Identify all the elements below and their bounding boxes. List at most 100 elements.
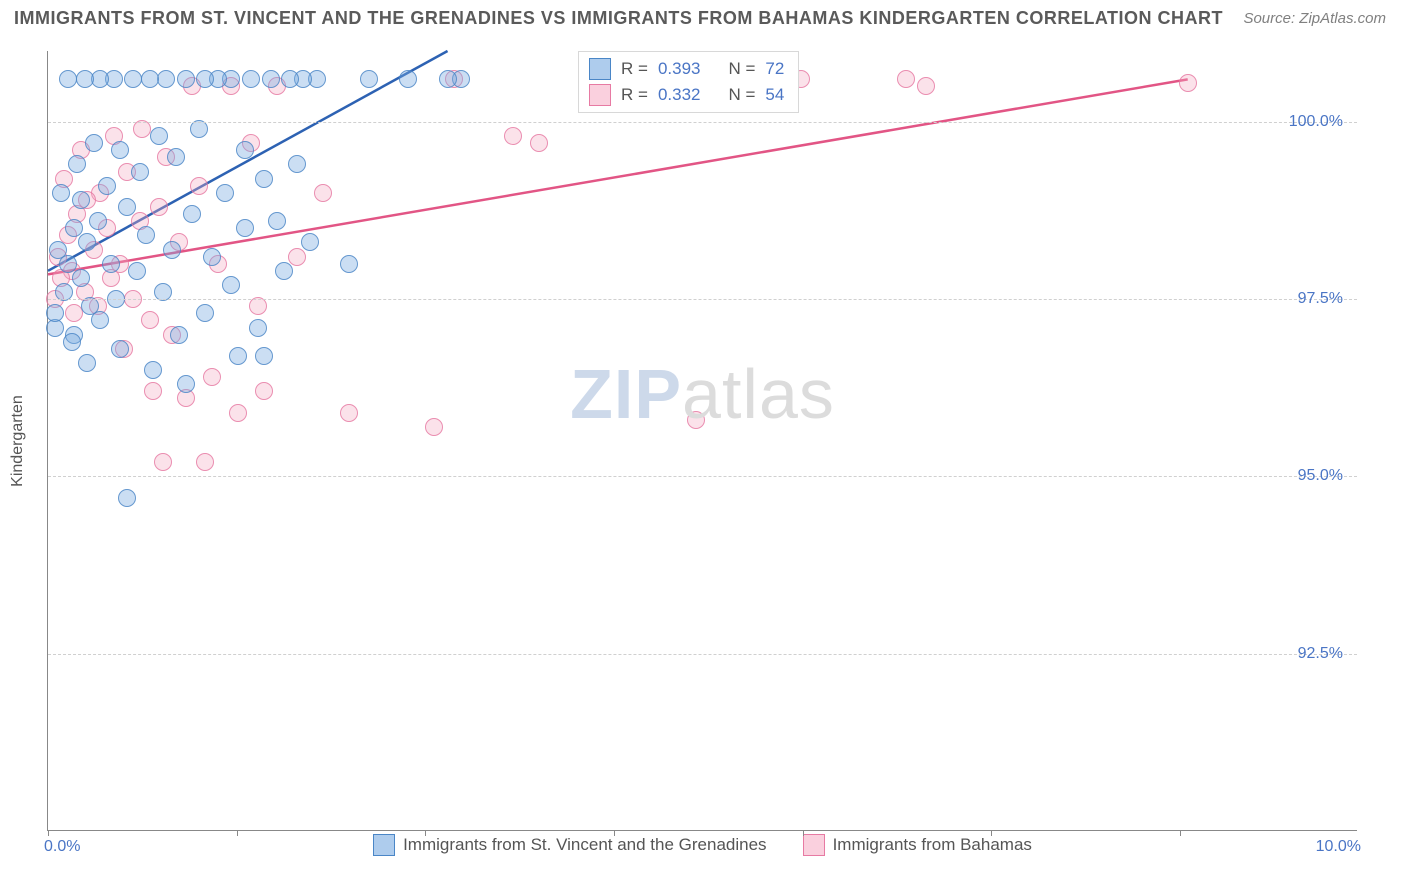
data-point — [340, 255, 358, 273]
data-point — [203, 368, 221, 386]
data-point — [196, 453, 214, 471]
data-point — [196, 70, 214, 88]
data-point — [229, 347, 247, 365]
data-point — [216, 184, 234, 202]
r-value-pink: 0.332 — [658, 85, 701, 105]
data-point — [150, 127, 168, 145]
data-point — [275, 262, 293, 280]
data-point — [360, 70, 378, 88]
data-point — [262, 70, 280, 88]
grid-line — [48, 299, 1357, 300]
r-label: R = — [621, 85, 648, 105]
n-label: N = — [728, 85, 755, 105]
data-point — [268, 212, 286, 230]
swatch-blue-icon — [589, 58, 611, 80]
data-point — [190, 177, 208, 195]
data-point — [157, 70, 175, 88]
data-point — [124, 70, 142, 88]
n-value-pink: 54 — [765, 85, 784, 105]
data-point — [144, 361, 162, 379]
data-point — [255, 382, 273, 400]
data-point — [52, 184, 70, 202]
data-point — [425, 418, 443, 436]
x-tick — [614, 830, 615, 836]
y-axis-label: Kindergarten — [9, 395, 27, 487]
data-point — [72, 269, 90, 287]
data-point — [177, 375, 195, 393]
data-point — [91, 70, 109, 88]
n-label: N = — [728, 59, 755, 79]
data-point — [281, 70, 299, 88]
data-point — [98, 177, 116, 195]
data-point — [85, 134, 103, 152]
data-point — [63, 333, 81, 351]
data-point — [236, 219, 254, 237]
stats-row-blue: R = 0.393 N = 72 — [589, 56, 784, 82]
data-point — [530, 134, 548, 152]
data-point — [314, 184, 332, 202]
data-point — [229, 404, 247, 422]
chart-container: Kindergarten ZIPatlas R = 0.393 N = 72 R… — [0, 33, 1406, 853]
legend-item-pink: Immigrants from Bahamas — [803, 834, 1032, 856]
legend-item-blue: Immigrants from St. Vincent and the Gren… — [373, 834, 766, 856]
data-point — [242, 70, 260, 88]
bottom-legend: Immigrants from St. Vincent and the Gren… — [48, 834, 1357, 856]
r-label: R = — [621, 59, 648, 79]
data-point — [163, 241, 181, 259]
data-point — [118, 198, 136, 216]
data-point — [399, 70, 417, 88]
data-point — [249, 319, 267, 337]
data-point — [1179, 74, 1197, 92]
data-point — [89, 212, 107, 230]
data-point — [439, 70, 457, 88]
data-point — [118, 489, 136, 507]
data-point — [141, 311, 159, 329]
data-point — [917, 77, 935, 95]
grid-line — [48, 476, 1357, 477]
data-point — [288, 248, 306, 266]
grid-line — [48, 654, 1357, 655]
x-tick — [425, 830, 426, 836]
n-value-blue: 72 — [765, 59, 784, 79]
data-point — [177, 70, 195, 88]
data-point — [131, 163, 149, 181]
swatch-blue-icon — [373, 834, 395, 856]
x-tick — [803, 830, 804, 836]
data-point — [196, 304, 214, 322]
data-point — [78, 233, 96, 251]
source-label: Source: ZipAtlas.com — [1243, 10, 1386, 27]
data-point — [236, 141, 254, 159]
data-point — [141, 70, 159, 88]
data-point — [687, 411, 705, 429]
x-tick — [1180, 830, 1181, 836]
trend-lines-layer — [48, 51, 1357, 830]
data-point — [288, 155, 306, 173]
y-tick-label: 92.5% — [1298, 645, 1343, 663]
data-point — [111, 340, 129, 358]
data-point — [222, 276, 240, 294]
x-tick — [48, 830, 49, 836]
r-value-blue: 0.393 — [658, 59, 701, 79]
y-tick-label: 100.0% — [1289, 113, 1343, 131]
data-point — [65, 219, 83, 237]
data-point — [340, 404, 358, 422]
data-point — [102, 255, 120, 273]
data-point — [72, 191, 90, 209]
plot-area: Kindergarten ZIPatlas R = 0.393 N = 72 R… — [47, 51, 1357, 831]
data-point — [255, 170, 273, 188]
chart-title: IMMIGRANTS FROM ST. VINCENT AND THE GREN… — [14, 8, 1223, 29]
data-point — [49, 241, 67, 259]
data-point — [154, 453, 172, 471]
swatch-pink-icon — [803, 834, 825, 856]
stats-legend: R = 0.393 N = 72 R = 0.332 N = 54 — [578, 51, 799, 113]
data-point — [111, 141, 129, 159]
data-point — [150, 198, 168, 216]
data-point — [78, 354, 96, 372]
data-point — [167, 148, 185, 166]
x-tick — [991, 830, 992, 836]
data-point — [59, 70, 77, 88]
data-point — [68, 155, 86, 173]
legend-label-blue: Immigrants from St. Vincent and the Gren… — [403, 835, 766, 855]
data-point — [137, 226, 155, 244]
data-point — [170, 326, 188, 344]
